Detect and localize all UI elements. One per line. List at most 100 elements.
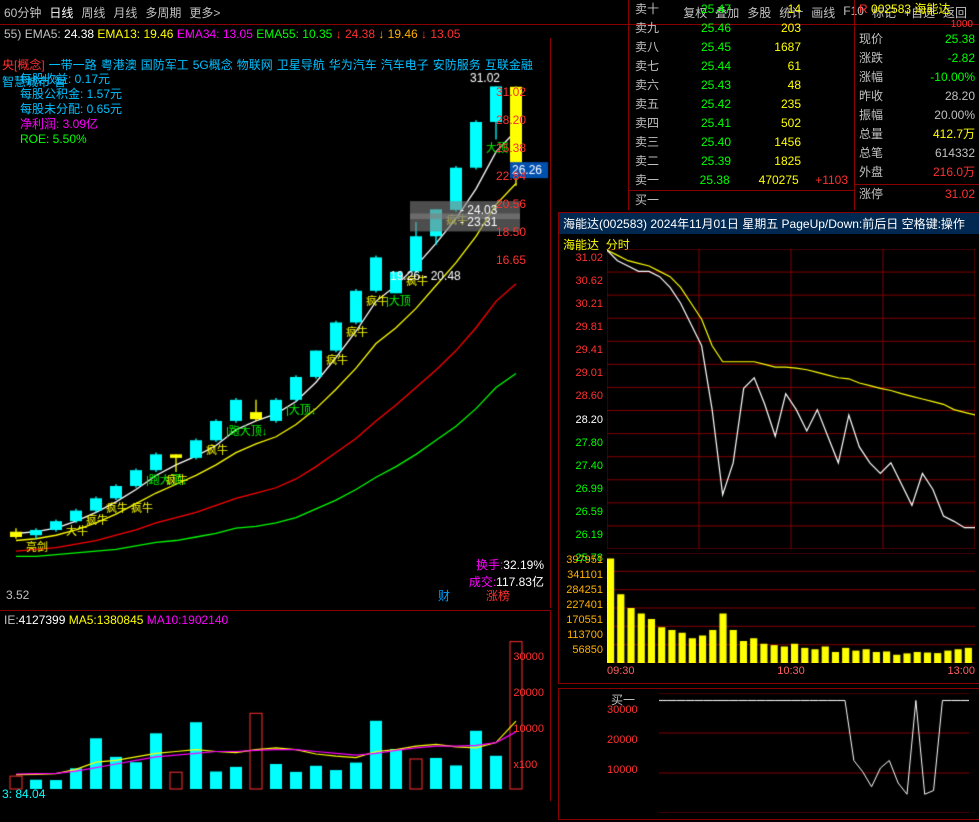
ask-row: 卖九25.46203 [629,19,854,38]
axis-tick: 113700 [561,628,603,643]
concept-tag[interactable]: 国防军工 [141,58,189,72]
stat-row: 每股收益: 0.17元 [20,72,122,87]
axis-tick: 170551 [561,613,603,628]
axis-tick: 26.59 [561,501,603,524]
axis-tick: 341101 [561,568,603,583]
ask-row: 卖七25.4461 [629,57,854,76]
ask-row: 卖六25.4348 [629,76,854,95]
concept-tag[interactable]: 一带一路 [49,58,97,72]
ask-row: 卖十25.4714 [629,0,854,19]
stock-info-row: 外盘216.0万 [855,163,979,182]
stock-info-row: 涨幅-10.00% [855,68,979,87]
ask-row: 卖三25.401456 [629,133,854,152]
order-book: 卖十25.4714卖九25.46203卖八25.451687卖七25.4461卖… [628,0,855,210]
concept-tag[interactable]: 华为汽车 [329,58,377,72]
axis-tick: 30.62 [561,270,603,293]
axis-tick: 20000 [513,675,544,711]
ask-row: 卖一25.38470275+1103 [629,171,854,190]
axis-tick: 29.01 [561,362,603,385]
period-tab[interactable]: 多周期 [145,6,181,20]
vol-header-item: MA10: [143,613,181,627]
axis-tick: 56850 [561,643,603,658]
stock-info-panel: R 002583 海能达 1000 现价25.38涨跌-2.82涨幅-10.00… [855,0,979,210]
concept-tag[interactable]: 汽车电子 [381,58,429,72]
vol-header-item: 1380845 [97,613,144,627]
period-tab[interactable]: 周线 [81,6,105,20]
ask-row: 卖四25.41502 [629,114,854,133]
stock-info-row: 昨收28.20 [855,87,979,106]
axis-tick: 29.81 [561,316,603,339]
time-tick: 13:00 [947,665,975,677]
axis-tick: 284251 [561,583,603,598]
axis-tick: 28.20 [561,409,603,432]
stock-info-row: 总量412.7万 [855,125,979,144]
concept-tag[interactable]: 粤港澳 [101,58,137,72]
stat-row: 每股公积金: 1.57元 [20,87,122,102]
axis-tick: 26.19 [561,524,603,547]
concept-tag[interactable]: 5G概念 [193,58,233,72]
period-tab[interactable]: 月线 [113,6,137,20]
concept-tag[interactable]: 安防服务 [433,58,481,72]
volume-header: IE:4127399 MA5:1380845 MA10:1902140 [0,611,550,629]
axis-tick: 28.20 [496,106,556,134]
period-tab[interactable]: 60分钟 [4,6,41,20]
axis-tick: 30000 [607,695,638,725]
intraday-panel[interactable]: 海能达(002583) 2024年11月01日 星期五 PageUp/Down:… [558,212,979,684]
time-tick: 10:30 [777,665,805,677]
stat-row: 每股未分配: 0.65元 [20,102,122,117]
vol-header-item: 4127399 [19,613,66,627]
axis-tick: 31.02 [561,247,603,270]
stat-row: 净利润: 3.09亿 [20,117,122,132]
axis-tick: 10000 [513,711,544,747]
per-share-stats: 每股收益: 0.17元每股公积金: 1.57元每股未分配: 0.65元净利润: … [20,72,122,147]
volume-chart[interactable]: IE:4127399 MA5:1380845 MA10:1902140 3000… [0,610,551,801]
axis-tick: 16.65 [496,246,556,274]
low-val: 3.52 [6,588,29,602]
vol-header-item: IE: [4,613,19,627]
axis-tick: 29.41 [561,339,603,362]
period-tab[interactable]: 更多> [189,6,220,20]
ask-row: 卖八25.451687 [629,38,854,57]
bid-row: 买一 [629,190,854,210]
axis-tick: 227401 [561,598,603,613]
rank-tag: 涨榜 [486,587,510,604]
axis-tick: 30.21 [561,293,603,316]
axis-tick: 22.84 [496,162,556,190]
axis-tick: 397951 [561,553,603,568]
stock-info-row: 总笔614332 [855,144,979,163]
vol-header-item: 1902140 [181,613,228,627]
period-tab[interactable]: 日线 [49,6,73,20]
axis-tick: x100 [513,747,544,783]
volume-y-axis: 300002000010000x100 [513,639,544,783]
stat-row: ROE: 5.50% [20,132,122,147]
axis-tick: 20.56 [496,190,556,218]
price-y-axis: 31.0228.2025.3822.8420.5618.5016.65 [496,78,556,274]
axis-tick: 10000 [607,755,638,785]
axis-tick: 20000 [607,725,638,755]
stock-info-row: 涨跌-2.82 [855,49,979,68]
concept-tag[interactable]: 互联金融 [485,58,533,72]
axis-tick: 28.60 [561,385,603,408]
concept-tag[interactable]: 卫星导航 [277,58,325,72]
stock-code-row: R 002583 海能达 [855,0,979,19]
stock-sub: 1000 [855,19,979,30]
concept-tag[interactable]: 物联网 [237,58,273,72]
ask-row: 卖五25.42235 [629,95,854,114]
intraday-title: 海能达(002583) 2024年11月01日 星期五 PageUp/Down:… [559,213,979,234]
ask-row: 卖二25.391825 [629,152,854,171]
vol-header-item: MA5: [65,613,96,627]
axis-tick: 27.80 [561,432,603,455]
limit-up-row: 涨停 31.02 [855,185,979,204]
axis-tick: 26.99 [561,478,603,501]
time-tick: 09:30 [607,665,635,677]
axis-tick: 27.40 [561,455,603,478]
stock-info-row: 现价25.38 [855,30,979,49]
turnover-info: 换手:32.19% 成交:117.83亿 [469,556,544,590]
depth-chart[interactable]: 买一 300002000010000 [558,688,979,820]
axis-tick: 25.38 [496,134,556,162]
axis-tick: 18.50 [496,218,556,246]
finance-tag: 财 [438,587,450,604]
volume-footer: 3: 84.04 [2,787,45,801]
stock-info-row: 振幅20.00% [855,106,979,125]
axis-tick: 30000 [513,639,544,675]
